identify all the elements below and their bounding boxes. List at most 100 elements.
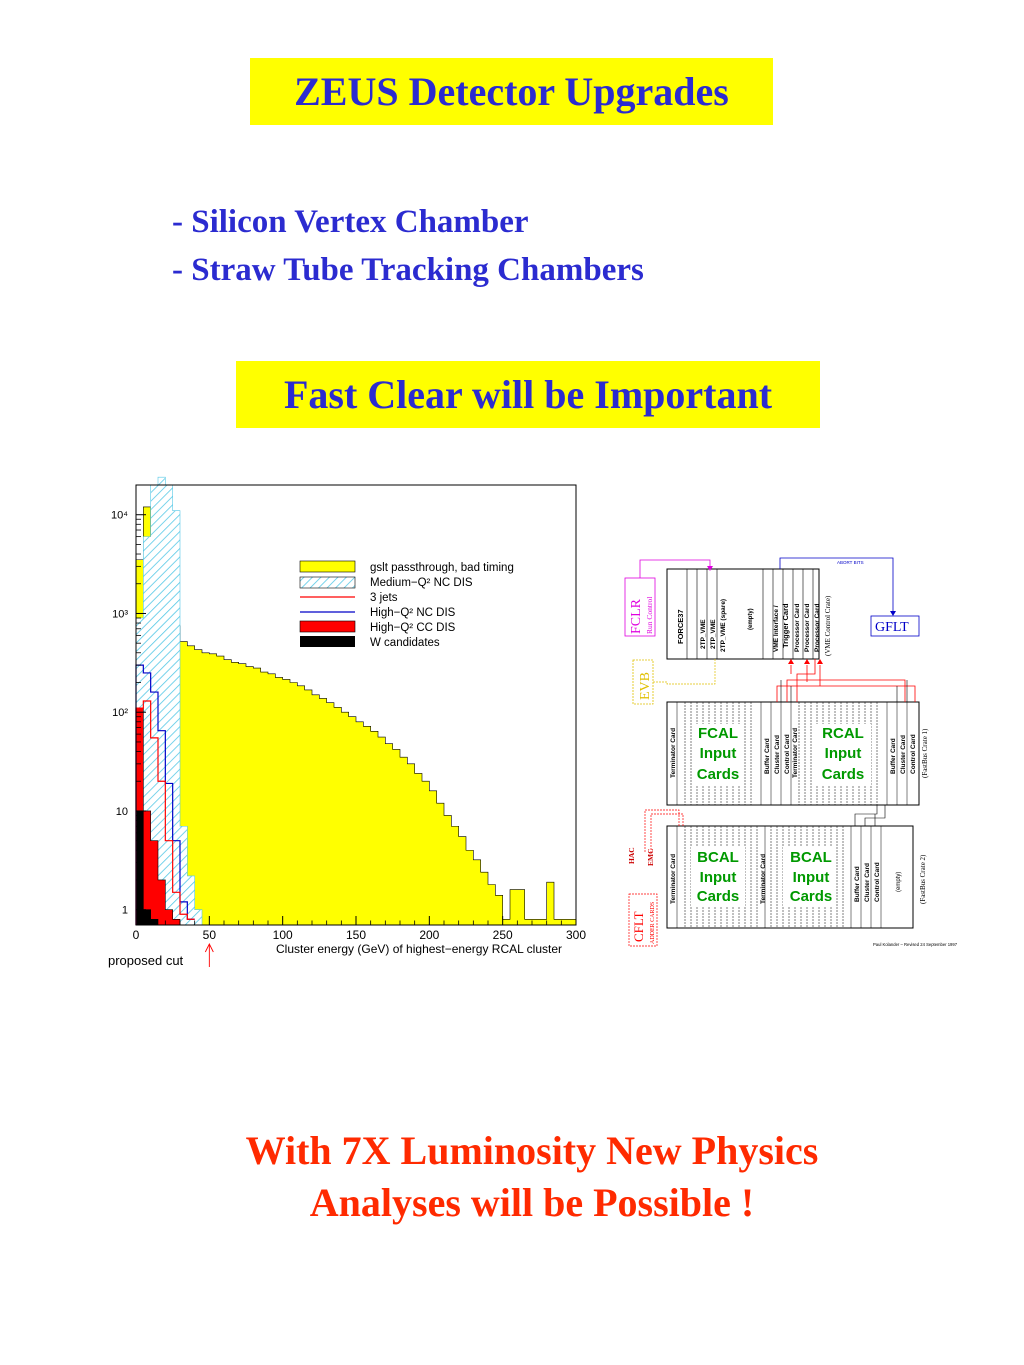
legend-label: High−Q² CC DIS [370,622,456,634]
y-tick-label: 10⁴ [111,510,128,522]
slot-label: Buffer Card [854,866,861,902]
bullet-item: - Straw Tube Tracking Chambers [172,252,644,288]
bcal-input-label: Cards [790,888,833,905]
series-area [135,707,181,926]
slot-label: (empty) [748,608,754,630]
x-tick-label: 300 [566,928,586,942]
slot-label: Cluster Card [774,735,781,774]
evb-link [653,659,716,685]
y-tick-label: 1 [122,905,128,917]
cflt-label: CFLT [631,911,646,942]
bottom-links [854,805,886,826]
legend-label: Medium−Q² NC DIS [370,577,473,589]
fclr-box [624,577,656,637]
rcal-input-label: Input [825,745,862,762]
bcal-input-label: BCAL [697,849,739,866]
legend-swatch [300,636,355,647]
vme-crate [666,568,820,660]
slot-label: Buffer Card [890,738,897,774]
bullet-list: - Silicon Vertex Chamber - Straw Tube Tr… [172,198,644,294]
legend-swatch [299,576,356,589]
cflt-link [650,813,684,852]
highlight-text: Fast Clear will be Important [283,372,773,417]
bcal-input-label: Input [793,869,830,886]
slot-label: (empty) [896,872,902,892]
slot-label: VME Interface / [773,605,780,652]
slot-label: Trigger Card [781,603,790,648]
y-tick-label: 10² [112,707,128,719]
run-control-label: Run Control [645,597,654,634]
bullet-item: - Silicon Vertex Chamber [172,204,529,240]
abort-link [779,557,894,614]
rcal-input-label: RCAL [822,725,864,742]
gflt-box [870,615,920,637]
crate-caption: (FastBus Crate 1) [921,728,929,778]
fclr-link [639,559,711,578]
slot-label: Terminator Card [670,728,677,778]
fclr-label: FCLR [629,598,644,634]
slide-title: ZEUS Detector Upgrades [294,69,729,114]
slot-label: Terminator Card [760,854,767,904]
slot-label: Processor Card [814,604,821,652]
black-links [780,680,908,702]
conclusion-line: Analyses will be Possible ! [309,1180,755,1225]
x-tick-label: 100 [273,928,293,942]
series-line [135,700,195,925]
slot-label: 2TP_VME (spare) [720,599,727,652]
rcal-input-label: Cards [822,766,865,783]
x-tick-label: 0 [133,928,140,942]
series-area [135,506,577,926]
adder-label: ADDER CARDS [650,902,656,944]
x-tick-label: 250 [493,928,513,942]
histogram-axes: 0 50 100 150 200 250 300 1 10 10² 10³ 10⁴ [111,484,586,942]
slot-label: Control Card [910,734,917,774]
proposed-cut-label: proposed cut [108,953,184,968]
arrow-head [204,942,214,953]
arrow-icon [707,566,713,571]
slot-label: 2TP_VME [700,619,707,649]
slot-label: Cluster Card [864,863,871,902]
x-tick-label: 200 [419,928,439,942]
slot-label: Control Card [874,862,881,902]
proposed-cut-arrow [204,942,214,967]
x-tick-label: 50 [203,928,217,942]
evb-label: EVB [638,672,653,700]
vme-crate-slots [686,569,814,659]
series-line [135,664,195,925]
trigger-crate-diagram: FORCE37 2TP_VME 2TP_VME 2TP_VME (spare) … [624,557,958,947]
slot-label: 2TP_VME [710,619,717,649]
slot-label: Buffer Card [764,738,771,774]
y-tick-label: 10 [116,806,128,818]
fcal-input-label: Input [700,745,737,762]
diagram-credit: Paul Kolander – Revised 24 September 199… [873,942,958,947]
histogram-series-layer [135,476,577,926]
cluster-energy-histogram: 0 50 100 150 200 250 300 1 10 10² 10³ 10⁴ gslt pass… [108,476,586,968]
legend-label: High−Q² NC DIS [370,607,456,619]
hac-label: HAC [627,847,636,864]
cflt-box [628,893,658,947]
x-axis-label: Cluster energy (GeV) of highest−energy R… [276,942,562,956]
cflt-link [644,809,680,852]
slot-label: Terminator Card [792,728,799,778]
legend-swatch [299,560,356,573]
crate-caption: (VME Control Crate) [824,595,832,656]
bcal-input-label: Cards [697,888,740,905]
chart-legend: gslt passthrough, bad timing Medium−Q² N… [299,560,514,649]
arrow-icons [788,659,823,664]
vme-crate-labels: FORCE37 2TP_VME 2TP_VME 2TP_VME (spare) … [676,599,821,652]
abort-label: ABORT BITS [837,560,864,565]
arrow-icon [890,611,896,616]
bcal-input-label: Input [700,869,737,886]
emc-label: EMC [646,849,655,867]
slot-label: Terminator Card [670,854,677,904]
slot-label: Processor Card [794,604,801,652]
slot-label: Control Card [784,734,791,774]
title-box: ZEUS Detector Upgrades [250,58,773,125]
slot-label: FORCE37 [676,609,685,644]
y-tick-label: 10³ [112,608,128,620]
highlight-box: Fast Clear will be Important [236,361,820,428]
x-tick-label: 150 [346,928,366,942]
conclusion-line: With 7X Luminosity New Physics [245,1128,819,1173]
bcal-input-label: BCAL [790,849,832,866]
fcal-input-label: Cards [697,766,740,783]
